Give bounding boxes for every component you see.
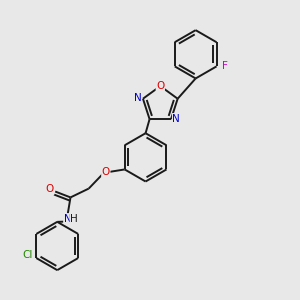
Text: N: N — [64, 214, 71, 224]
Text: N: N — [134, 93, 142, 103]
Text: Cl: Cl — [22, 250, 33, 260]
Text: N: N — [172, 113, 180, 124]
Text: F: F — [222, 61, 228, 71]
Text: O: O — [156, 80, 164, 91]
Text: O: O — [46, 184, 54, 194]
Text: O: O — [102, 167, 110, 177]
Text: H: H — [70, 214, 78, 224]
